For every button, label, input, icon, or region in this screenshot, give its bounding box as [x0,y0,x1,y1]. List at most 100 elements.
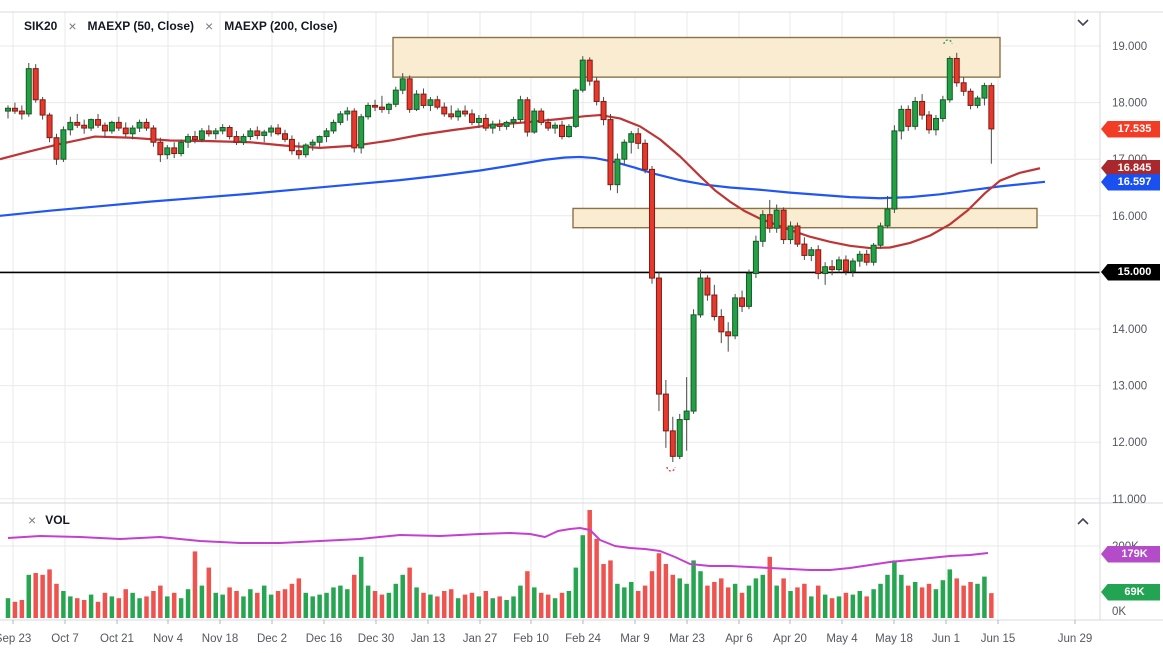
price-tick-label[interactable]: 19.000 [1112,41,1147,53]
candle-up [489,123,496,129]
volume-indicator-label[interactable]: VOL [45,513,70,527]
candle-down [586,59,593,82]
candle-up [185,136,192,143]
volume-bar [386,592,392,618]
candle-down [53,137,60,160]
volume-bar [178,598,184,618]
volume-bar [580,535,586,618]
candle-up [877,225,884,246]
candle-up [455,110,462,118]
candle-down [191,136,198,140]
candle-up [517,99,524,121]
demand-zone[interactable] [572,207,1038,229]
price-tick-label[interactable]: 16.000 [1112,211,1147,223]
symbol-label[interactable]: SIK20 [24,19,58,33]
time-tick-label[interactable]: Apr 20 [773,633,807,645]
candle-up [572,89,579,127]
volume-bar [282,589,288,618]
close-icon[interactable]: × [68,18,77,34]
time-tick-label[interactable]: Apr 6 [725,633,753,645]
volume-bar [615,583,620,618]
volume-bar [815,585,821,618]
volume-bar [497,596,502,618]
time-tick-label[interactable]: Feb 24 [565,633,601,645]
volume-bar [795,587,800,618]
candle-up [302,144,309,156]
time-tick-label[interactable]: Dec 2 [257,633,287,645]
volume-bar [538,592,544,618]
candle-up [628,133,635,143]
volume-bar [961,585,966,618]
volume-bar [705,585,710,618]
volume-bar [331,587,336,618]
supply-zone[interactable] [392,36,1001,78]
volume-bar [435,596,440,618]
candle-down [448,113,455,118]
price-tick-label[interactable]: 18.000 [1112,98,1147,110]
volume-bar [372,591,378,618]
candle-up [358,116,365,149]
volume-bar [511,596,516,618]
time-tick-label[interactable]: Jan 13 [411,633,446,645]
candle-up [67,121,74,131]
time-tick-label[interactable]: May 4 [826,633,858,645]
time-tick-label[interactable]: Feb 10 [513,633,549,645]
volume-bar [878,583,883,618]
time-tick-label[interactable]: Dec 16 [306,633,342,645]
time-tick-label[interactable]: Nov 18 [202,633,238,645]
time-tick-label[interactable]: Nov 4 [153,633,184,645]
volume-bar [289,583,295,618]
candle-up [822,266,829,275]
candle-up [337,113,344,123]
candle-up [323,130,330,138]
volume-bar [850,594,856,618]
volume-bar [165,596,170,618]
volume-bar [532,587,537,618]
chevron-up-icon[interactable] [1072,512,1094,530]
volume-bar [185,589,191,618]
volume-bar [220,594,225,618]
close-icon[interactable]: × [205,18,214,34]
price-tick-label[interactable]: 12.000 [1112,437,1147,449]
indicator-label-maexp50[interactable]: MAEXP (50, Close) [87,19,195,33]
candle-down [593,80,600,102]
time-tick-label[interactable]: Jun 29 [1058,633,1093,645]
time-tick-label[interactable]: Dec 30 [358,633,394,645]
candle-up [759,214,766,242]
volume-bar [857,591,863,618]
volume-bar [712,582,717,618]
volume-tick-label[interactable]: 0K [1112,606,1126,618]
candle-up [136,121,143,129]
volume-bar [303,592,309,618]
time-tick-label[interactable]: Mar 9 [620,633,649,645]
candle-up [5,107,11,112]
peak-marker-icon [943,39,953,45]
time-tick-label[interactable]: Mar 23 [669,633,705,645]
volume-bar [448,589,454,618]
volume-ma-line [7,527,989,571]
candle-down [275,127,282,135]
indicator-label-maexp200[interactable]: MAEXP (200, Close) [224,19,338,33]
price-tick-label[interactable]: 14.000 [1112,324,1147,336]
volume-bar [954,578,959,618]
time-tick-label[interactable]: Oct 21 [100,633,134,645]
time-tick-label[interactable]: Jun 1 [932,633,960,645]
time-tick-label[interactable]: Oct 7 [51,633,78,645]
candle-up [974,97,981,106]
volume-pane-legend: × VOL [28,513,70,527]
candle-down [649,168,656,279]
time-tick-label[interactable]: Jun 15 [981,633,1016,645]
volume-bar [365,585,371,618]
candle-up [621,141,628,160]
chevron-down-icon[interactable] [1072,13,1094,31]
volume-bar [33,573,38,618]
time-tick-label[interactable]: Jan 27 [463,633,498,645]
close-icon[interactable]: × [28,512,37,528]
price-tick-label[interactable]: 11.000 [1112,494,1146,506]
price-tick-label[interactable]: 13.000 [1112,381,1147,393]
volume-bar [829,598,835,618]
time-tick-label[interactable]: May 18 [875,633,913,645]
candle-down [171,147,178,155]
time-tick-label[interactable]: Sep 23 [0,633,31,645]
